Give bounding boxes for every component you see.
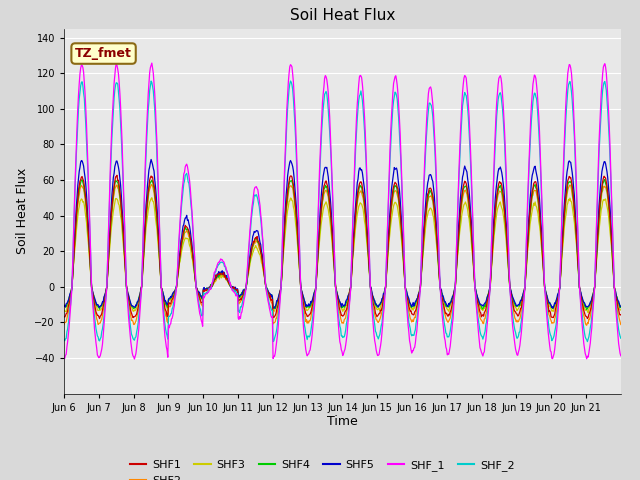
Line: SHF2: SHF2 [64,185,621,325]
Title: Soil Heat Flux: Soil Heat Flux [290,9,395,24]
SHF2 [583,323,591,328]
SHF1 [127,308,134,314]
SHF4 [276,288,284,293]
SHF3 [256,252,264,258]
SHF3 [228,285,236,290]
SHF_2 [125,314,133,320]
SHF5 [256,240,264,245]
SHF_2 [584,339,591,345]
SHF1 [617,312,625,318]
SHF2 [432,225,440,231]
SHF5 [270,305,278,311]
SHF5 [617,304,625,310]
SHF_1 [148,60,156,66]
SHF_1 [401,284,409,289]
SHF_1 [131,356,138,362]
SHF2 [256,247,264,253]
SHF_1 [229,288,237,294]
SHF_2 [617,336,625,341]
SHF4 [255,242,263,248]
SHF4 [125,296,133,302]
SHF_1 [125,324,133,329]
SHF5 [278,268,285,274]
SHF2 [60,322,68,327]
SHF4 [583,307,591,312]
SHF2 [125,305,133,311]
SHF1 [60,313,68,319]
SHF4 [617,303,625,309]
SHF3 [148,195,156,201]
SHF1 [229,286,237,292]
SHF_2 [432,167,440,172]
SHF1 [278,272,285,277]
SHF1 [113,172,121,178]
SHF4 [228,285,236,290]
Y-axis label: Soil Heat Flux: Soil Heat Flux [16,168,29,254]
SHF2 [277,283,285,288]
SHF4 [60,303,68,309]
Line: SHF_2: SHF_2 [64,81,621,342]
SHF3 [60,308,68,313]
SHF1 [257,249,264,255]
SHF3 [401,274,408,280]
SHF_1 [433,175,440,181]
SHF3 [125,298,133,304]
SHF5 [433,223,440,229]
SHF5 [60,304,68,310]
SHF4 [601,177,609,182]
SHF_1 [278,258,285,264]
SHF1 [96,316,104,322]
X-axis label: Time: Time [327,415,358,429]
SHF5 [147,156,155,162]
SHF3 [617,307,625,313]
SHF5 [125,296,133,301]
Line: SHF4: SHF4 [64,180,621,310]
SHF_1 [617,353,625,359]
Legend: SHF1, SHF2, SHF3, SHF4, SHF5, SHF_1, SHF_2: SHF1, SHF2, SHF3, SHF4, SHF5, SHF_1, SHF… [125,456,519,480]
SHF_2 [255,204,263,210]
SHF_1 [60,356,68,361]
SHF2 [228,284,236,290]
SHF_2 [287,78,294,84]
SHF_2 [60,336,68,342]
SHF_1 [257,212,264,217]
Line: SHF_1: SHF_1 [64,63,621,359]
SHF5 [228,284,236,289]
SHF_2 [228,286,236,291]
SHF_2 [276,292,284,298]
SHF4 [431,214,439,219]
SHF_2 [401,261,408,266]
SHF3 [584,310,592,315]
SHF2 [617,322,625,327]
SHF4 [400,261,408,266]
SHF3 [432,233,440,239]
SHF1 [401,284,409,290]
SHF1 [433,230,440,236]
Line: SHF1: SHF1 [64,175,621,319]
Text: TZ_fmet: TZ_fmet [75,47,132,60]
SHF3 [277,284,285,289]
SHF2 [401,273,408,279]
Line: SHF5: SHF5 [64,159,621,308]
Line: SHF3: SHF3 [64,198,621,312]
SHF2 [148,182,156,188]
SHF5 [401,283,409,289]
